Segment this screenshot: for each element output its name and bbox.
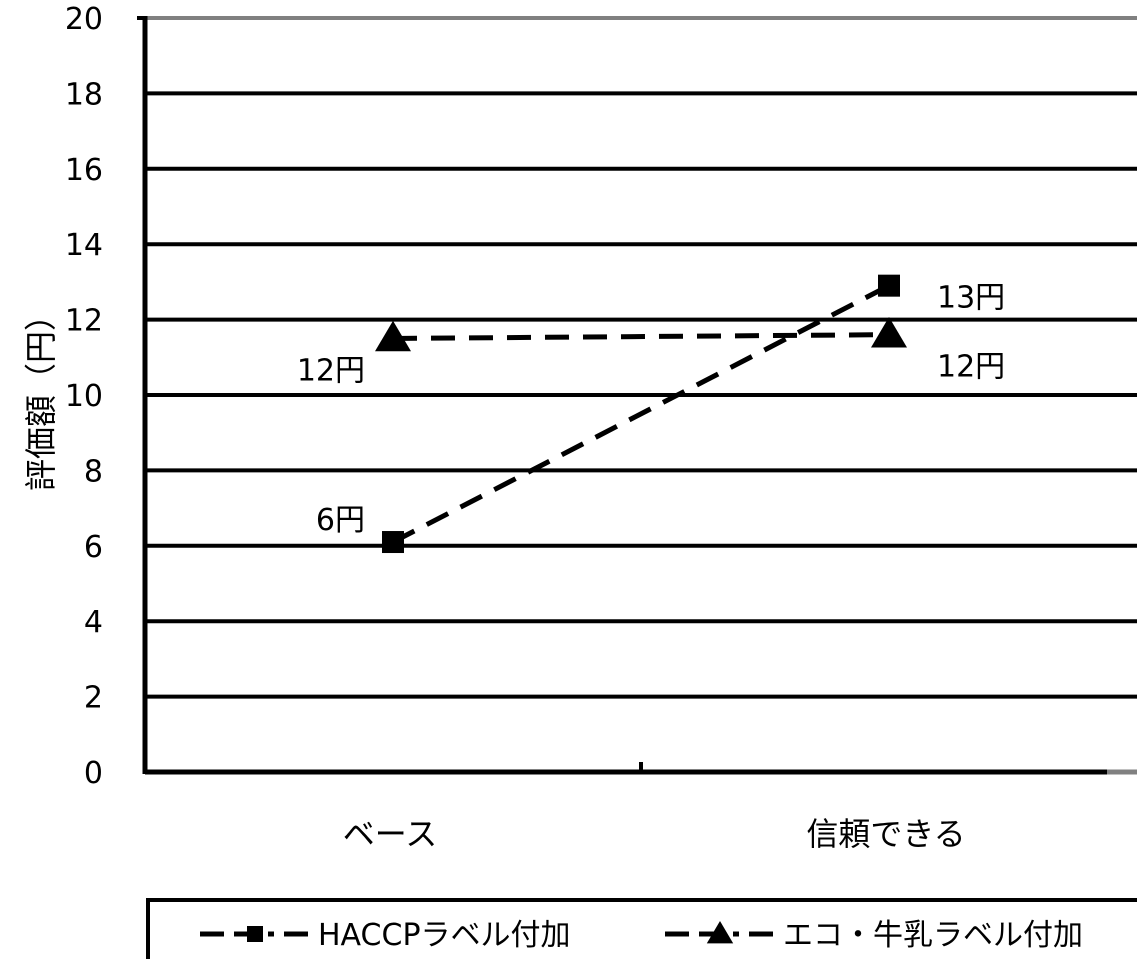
data-label: 12円 [937,350,1005,385]
series-2 [375,317,907,352]
legend: HACCPラベル付加 エコ・牛乳ラベル付加 [146,898,1137,959]
data-labels: 6円 13円 12円 12円 [297,281,1005,538]
legend-box [146,898,1137,959]
gridlines [145,16,1137,699]
y-tick-label: 16 [65,153,103,188]
legend-item: エコ・牛乳ラベル付加 [665,918,1083,953]
triangle-marker [871,317,907,348]
series-layer [375,274,907,554]
y-tick-label: 2 [84,681,103,716]
category-label: 信頼できる [806,815,965,853]
y-tick-labels: 0 2 4 6 8 10 12 14 16 18 20 [65,2,103,791]
y-tick-label: 4 [84,605,103,640]
legend-label: エコ・牛乳ラベル付加 [783,918,1083,953]
category-labels: ベース 信頼できる [343,815,966,853]
axes [137,16,1137,775]
y-axis-label: 評価額（円） [22,299,60,491]
y-tick-label: 10 [65,379,103,414]
data-label: 13円 [937,281,1005,316]
square-marker [878,274,900,297]
series-1 [382,274,900,554]
legend-item: HACCPラベル付加 [200,918,571,953]
legend-label: HACCPラベル付加 [318,918,571,953]
y-tick-label: 12 [65,304,103,339]
data-label: 6円 [316,503,365,538]
y-tick-label: 6 [84,530,103,565]
series-line [391,283,891,545]
category-label: ベース [343,815,437,853]
triangle-marker [375,320,411,352]
series-line [392,332,890,341]
square-marker [382,531,404,554]
data-label: 12円 [297,353,365,388]
triangle-marker [706,921,734,944]
square-marker [247,926,263,942]
y-tick-label: 0 [84,756,103,791]
y-tick-label: 14 [65,228,103,263]
y-tick-label: 8 [84,454,103,489]
y-tick-label: 20 [65,2,103,37]
y-tick-label: 18 [65,77,103,112]
